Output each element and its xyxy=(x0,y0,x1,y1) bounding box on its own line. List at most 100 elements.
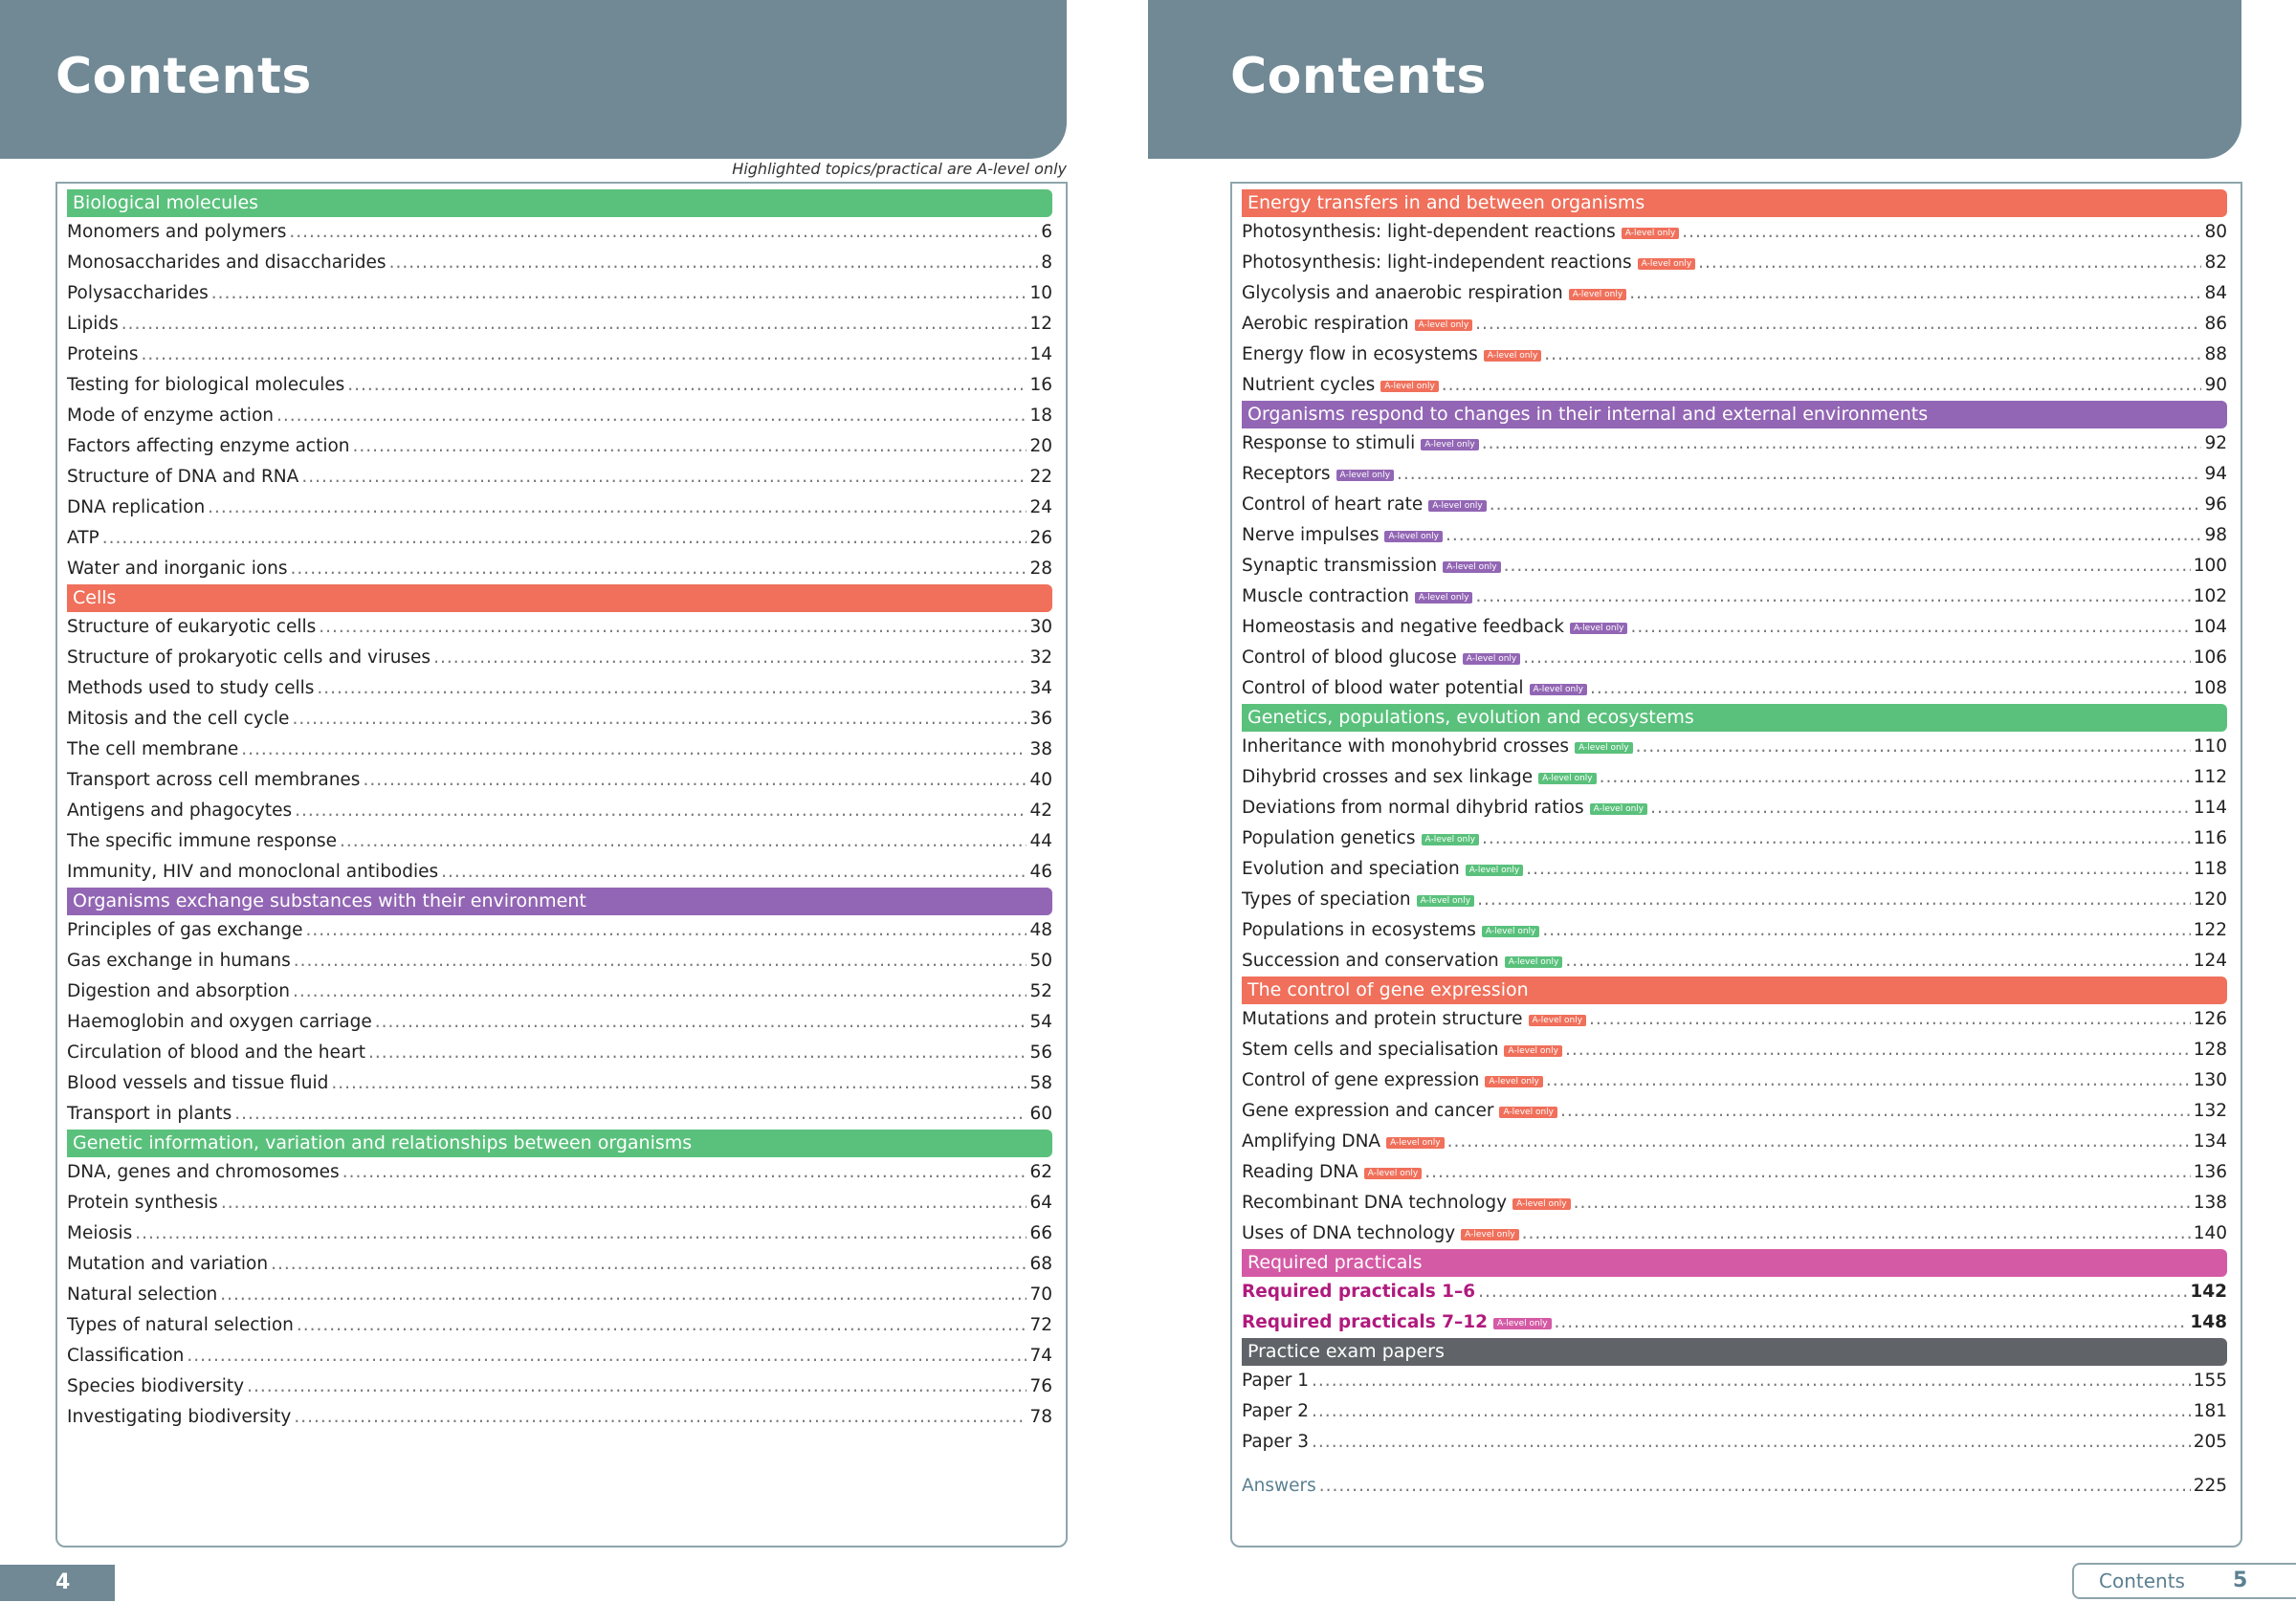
entry-page-number: 50 xyxy=(1029,951,1052,971)
toc-entry[interactable]: Muscle contraction A-level only 102 xyxy=(1242,582,2227,612)
entry-title: Circulation of blood and the heart xyxy=(67,1042,366,1063)
entry-title: Meiosis xyxy=(67,1223,133,1243)
toc-entry[interactable]: Response to stimuli A-level only 92 xyxy=(1242,428,2227,459)
dot-leader xyxy=(241,735,1027,765)
toc-entry[interactable]: Population genetics A-level only 116 xyxy=(1242,823,2227,854)
toc-entry[interactable]: The specific immune response 44 xyxy=(67,826,1052,857)
toc-entry[interactable]: Aerobic respiration A-level only 86 xyxy=(1242,309,2227,340)
toc-entry[interactable]: Deviations from normal dihybrid ratios A-… xyxy=(1242,793,2227,823)
a-level-badge: A-level only xyxy=(1443,561,1501,573)
dot-leader xyxy=(271,1249,1027,1280)
toc-entry[interactable]: Control of gene expression A-level only 13… xyxy=(1242,1065,2227,1096)
toc-entry[interactable]: Principles of gas exchange 48 xyxy=(67,915,1052,946)
toc-entry[interactable]: Classification 74 xyxy=(67,1341,1052,1372)
toc-entry[interactable]: Gene expression and cancer A-level only 13… xyxy=(1242,1096,2227,1127)
toc-entry[interactable]: Succession and conservation A-level only 1… xyxy=(1242,946,2227,977)
toc-entry[interactable]: Mutation and variation 68 xyxy=(67,1249,1052,1280)
toc-entry-answers[interactable]: Answers 225 xyxy=(1242,1471,2227,1502)
toc-entry[interactable]: Structure of eukaryotic cells 30 xyxy=(67,612,1052,643)
toc-entry[interactable]: Receptors A-level only 94 xyxy=(1242,459,2227,490)
dot-leader xyxy=(1650,793,2191,823)
toc-entry[interactable]: Evolution and speciation A-level only 118 xyxy=(1242,854,2227,885)
toc-entry[interactable]: Proteins 14 xyxy=(67,340,1052,370)
toc-entry[interactable]: Required practicals 7–12 A-level only 148 xyxy=(1242,1307,2227,1338)
a-level-badge: A-level only xyxy=(1569,623,1628,634)
toc-entry[interactable]: Antigens and phagocytes 42 xyxy=(67,796,1052,826)
toc-entry[interactable]: Energy flow in ecosystems A-level only 88 xyxy=(1242,340,2227,370)
dot-leader xyxy=(1600,762,2191,793)
toc-entry[interactable]: ATP 26 xyxy=(67,523,1052,554)
section-header: Cells xyxy=(67,584,1052,612)
toc-entry[interactable]: Polysaccharides 10 xyxy=(67,278,1052,309)
entry-title: Structure of prokaryotic cells and virus… xyxy=(67,647,431,668)
toc-entry[interactable]: Methods used to study cells 34 xyxy=(67,673,1052,704)
toc-entry[interactable]: Protein synthesis 64 xyxy=(67,1188,1052,1218)
toc-entry[interactable]: Blood vessels and tissue fluid 58 xyxy=(67,1068,1052,1099)
toc-entry[interactable]: Transport in plants 60 xyxy=(67,1099,1052,1130)
toc-entry[interactable]: Monomers and polymers 6 xyxy=(67,217,1052,248)
toc-entry[interactable]: Stem cells and specialisation A-level onl… xyxy=(1242,1035,2227,1065)
toc-entry[interactable]: Recombinant DNA technology A-level only 13… xyxy=(1242,1188,2227,1218)
toc-entry[interactable]: Natural selection 70 xyxy=(67,1280,1052,1310)
entry-title: Mutations and protein structure xyxy=(1242,1009,1523,1029)
toc-entry[interactable]: Mode of enzyme action 18 xyxy=(67,401,1052,431)
entry-page-number: 6 xyxy=(1041,222,1052,242)
toc-entry[interactable]: Factors affecting enzyme action 20 xyxy=(67,431,1052,462)
entry-title: Water and inorganic ions xyxy=(67,559,288,579)
toc-entry[interactable]: DNA replication 24 xyxy=(67,493,1052,523)
toc-entry[interactable]: Populations in ecosystems A-level only 122 xyxy=(1242,915,2227,946)
toc-entry[interactable]: Mutations and protein structure A-level o… xyxy=(1242,1004,2227,1035)
toc-entry[interactable]: Control of blood water potential A-level … xyxy=(1242,673,2227,704)
toc-entry[interactable]: Dihybrid crosses and sex linkage A-level … xyxy=(1242,762,2227,793)
dot-leader xyxy=(1477,885,2191,915)
dot-leader xyxy=(234,1099,1027,1130)
a-level-badge: A-level only xyxy=(1465,865,1524,876)
toc-entry[interactable]: Nutrient cycles A-level only 90 xyxy=(1242,370,2227,401)
entry-page-number: 68 xyxy=(1029,1254,1052,1274)
toc-entry[interactable]: The cell membrane 38 xyxy=(67,735,1052,765)
toc-entry[interactable]: Circulation of blood and the heart 56 xyxy=(67,1038,1052,1068)
entry-title: Methods used to study cells xyxy=(67,678,315,698)
toc-entry[interactable]: Transport across cell membranes 40 xyxy=(67,765,1052,796)
toc-entry[interactable]: Uses of DNA technology A-level only 140 xyxy=(1242,1218,2227,1249)
toc-entry[interactable]: Species biodiversity 76 xyxy=(67,1372,1052,1402)
toc-entry[interactable]: Photosynthesis: light-independent reacti… xyxy=(1242,248,2227,278)
toc-entry[interactable]: Required practicals 1–6 142 xyxy=(1242,1277,2227,1307)
toc-entry[interactable]: Investigating biodiversity 78 xyxy=(67,1402,1052,1433)
toc-entry[interactable]: Paper 3 205 xyxy=(1242,1427,2227,1458)
toc-entry[interactable]: Types of natural selection 72 xyxy=(67,1310,1052,1341)
toc-entry[interactable]: Control of heart rate A-level only 96 xyxy=(1242,490,2227,520)
dot-leader xyxy=(340,826,1027,857)
entry-page-number: 52 xyxy=(1029,981,1052,1001)
toc-entry[interactable]: Meiosis 66 xyxy=(67,1218,1052,1249)
right-page: Contents Energy transfers in and between… xyxy=(1148,0,2296,1624)
toc-entry[interactable]: Mitosis and the cell cycle 36 xyxy=(67,704,1052,735)
toc-entry[interactable]: Inheritance with monohybrid crosses A-lev… xyxy=(1242,732,2227,762)
toc-entry[interactable]: Paper 2 181 xyxy=(1242,1396,2227,1427)
toc-entry[interactable]: Structure of DNA and RNA 22 xyxy=(67,462,1052,493)
toc-entry[interactable]: Lipids 12 xyxy=(67,309,1052,340)
toc-entry[interactable]: Digestion and absorption 52 xyxy=(67,977,1052,1007)
toc-entry[interactable]: Water and inorganic ions 28 xyxy=(67,554,1052,584)
toc-entry[interactable]: Haemoglobin and oxygen carriage 54 xyxy=(67,1007,1052,1038)
toc-entry[interactable]: Structure of prokaryotic cells and virus… xyxy=(67,643,1052,673)
a-level-badge: A-level only xyxy=(1538,773,1597,784)
toc-entry[interactable]: Gas exchange in humans 50 xyxy=(67,946,1052,977)
toc-entry[interactable]: Synaptic transmission A-level only 100 xyxy=(1242,551,2227,582)
toc-entry[interactable]: Control of blood glucose A-level only 106 xyxy=(1242,643,2227,673)
toc-entry[interactable]: Homeostasis and negative feedback A-level… xyxy=(1242,612,2227,643)
toc-entry[interactable]: Amplifying DNA A-level only 134 xyxy=(1242,1127,2227,1157)
toc-entry[interactable]: Monosaccharides and disaccharides 8 xyxy=(67,248,1052,278)
entry-title: Aerobic respiration xyxy=(1242,314,1409,334)
dot-leader xyxy=(1546,1065,2191,1096)
toc-entry[interactable]: Nerve impulses A-level only 98 xyxy=(1242,520,2227,551)
a-level-badge: A-level only xyxy=(1462,653,1521,665)
toc-entry[interactable]: Testing for biological molecules 16 xyxy=(67,370,1052,401)
toc-entry[interactable]: Glycolysis and anaerobic respiration A-le… xyxy=(1242,278,2227,309)
toc-entry[interactable]: Photosynthesis: light-dependent reaction… xyxy=(1242,217,2227,248)
toc-entry[interactable]: Types of speciation A-level only 120 xyxy=(1242,885,2227,915)
toc-entry[interactable]: Paper 1 155 xyxy=(1242,1366,2227,1396)
toc-entry[interactable]: DNA, genes and chromosomes 62 xyxy=(67,1157,1052,1188)
toc-entry[interactable]: Immunity, HIV and monoclonal antibodies 4… xyxy=(67,857,1052,888)
toc-entry[interactable]: Reading DNA A-level only 136 xyxy=(1242,1157,2227,1188)
